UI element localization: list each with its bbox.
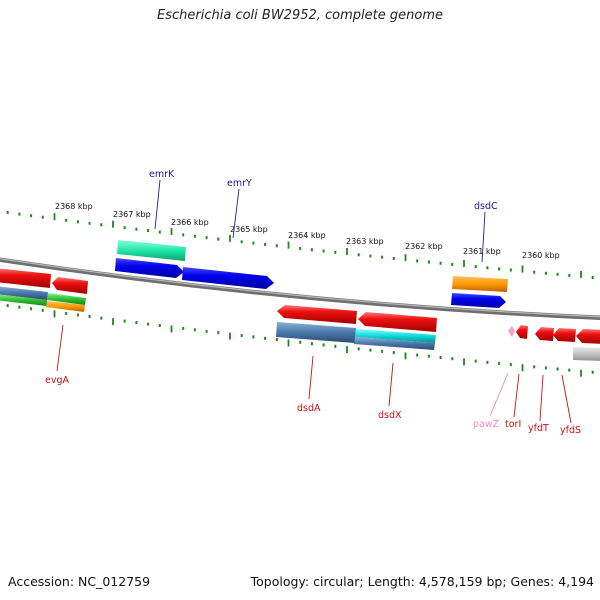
feature-steel-dsdX — [354, 337, 435, 350]
map-title: Escherichia coli BW2952, complete genome — [157, 8, 443, 23]
accession-text: Accession: NC_012759 — [8, 574, 151, 589]
gene-emrK[interactable] — [115, 258, 184, 278]
gene-dsdX[interactable] — [358, 312, 437, 332]
label-leaders — [56, 179, 572, 424]
kbp-label: 2368 kbp — [55, 202, 93, 211]
gene-pawZ[interactable] — [508, 326, 515, 337]
gene-label-evgA[interactable]: evgA — [45, 375, 69, 386]
gene-yfdS[interactable] — [553, 328, 576, 342]
gene-evgS[interactable] — [52, 277, 88, 294]
kbp-label: 2361 kbp — [463, 247, 501, 256]
gene-label-dsdX[interactable]: dsdX — [378, 410, 402, 421]
kbp-label: 2364 kbp — [288, 231, 326, 240]
gene-label-torI[interactable]: torI — [505, 419, 521, 430]
minus-strand-genes — [0, 268, 600, 361]
feature-steel-left — [0, 286, 48, 300]
tick-row-top — [6, 211, 594, 279]
gene-label-yfdT[interactable]: yfdT — [528, 423, 549, 434]
feature-steel-dsdA — [276, 322, 356, 343]
feature-green-right — [47, 293, 86, 305]
gene-label-dsdA[interactable]: dsdA — [297, 403, 321, 414]
feature-green-left — [0, 294, 47, 306]
feature-orange-left — [46, 301, 85, 312]
gene-dsdC[interactable] — [451, 293, 506, 308]
tick-row-bottom — [6, 304, 594, 377]
gene-yfdT[interactable] — [535, 327, 554, 341]
kbp-label: 2367 kbp — [113, 210, 151, 219]
kbp-label: 2366 kbp — [171, 218, 209, 227]
gene-label-emrK[interactable]: emrK — [149, 169, 175, 180]
gene-left-1[interactable] — [0, 268, 51, 288]
feature-gray-right — [573, 347, 600, 361]
gene-label-emrY[interactable]: emrY — [227, 178, 252, 189]
kbp-label: 2362 kbp — [405, 242, 443, 251]
gene-label-pawZ[interactable]: pawZ — [473, 419, 500, 430]
gene-right-edge[interactable] — [576, 329, 600, 344]
kbp-label: 2363 kbp — [346, 237, 384, 246]
gene-torI[interactable] — [516, 325, 528, 339]
plus-strand-genes — [115, 240, 508, 308]
kbp-label: 2365 kbp — [230, 225, 268, 234]
gene-label-dsdC[interactable]: dsdC — [474, 201, 498, 212]
gene-label-yfdS[interactable]: yfdS — [560, 425, 581, 436]
gene-emrK-feature[interactable] — [117, 240, 186, 261]
kbp-labels: 2368 kbp 2367 kbp 2366 kbp 2365 kbp 2364… — [55, 202, 560, 260]
kbp-label: 2360 kbp — [522, 251, 560, 260]
gene-labels: emrK emrY dsdC evgA dsdA dsdX pawZ torI … — [45, 169, 581, 436]
genome-stats-text: Topology: circular; Length: 4,578,159 bp… — [250, 574, 594, 589]
genome-backbone — [0, 257, 600, 321]
gene-dsdA[interactable] — [277, 305, 357, 324]
gene-emrY[interactable] — [182, 267, 274, 289]
feature-cyan-dsdX — [355, 329, 436, 343]
gene-dsdC-feature[interactable] — [452, 276, 508, 292]
